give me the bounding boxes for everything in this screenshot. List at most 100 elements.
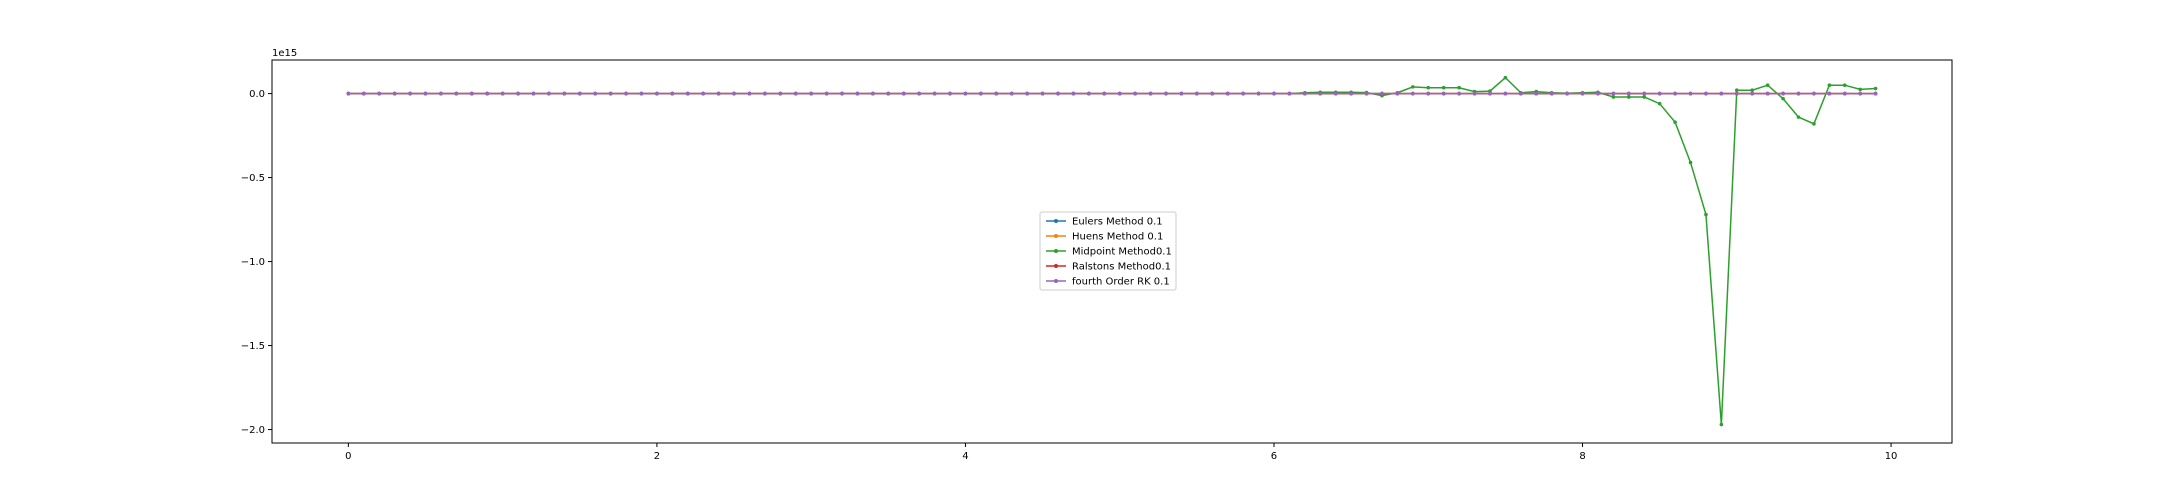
data-point bbox=[1812, 122, 1816, 126]
data-point bbox=[1842, 91, 1847, 96]
data-point bbox=[1519, 91, 1523, 96]
legend-marker bbox=[1054, 219, 1058, 223]
data-point bbox=[1364, 91, 1369, 96]
data-point bbox=[1133, 91, 1137, 96]
y-tick-label: 0.0 bbox=[249, 89, 265, 100]
data-point bbox=[1287, 91, 1292, 96]
data-point bbox=[1842, 83, 1847, 87]
data-point bbox=[793, 91, 798, 96]
data-point bbox=[1225, 91, 1230, 96]
data-point bbox=[948, 91, 952, 96]
data-point bbox=[1596, 91, 1600, 96]
data-point bbox=[886, 91, 891, 96]
data-point bbox=[1411, 91, 1415, 96]
data-point bbox=[840, 91, 844, 96]
data-point bbox=[1426, 91, 1431, 96]
data-point bbox=[1580, 91, 1585, 96]
legend-label: fourth Order RK 0.1 bbox=[1072, 277, 1170, 288]
legend-marker bbox=[1054, 264, 1058, 268]
data-point bbox=[747, 91, 752, 96]
series-rk4 bbox=[346, 91, 1878, 96]
legend-marker bbox=[1054, 234, 1058, 238]
data-point bbox=[346, 91, 351, 96]
data-point bbox=[1457, 91, 1461, 96]
data-point bbox=[577, 91, 582, 96]
data-point bbox=[454, 91, 459, 96]
data-point bbox=[1858, 91, 1863, 96]
data-point bbox=[963, 91, 968, 96]
legend-label: Eulers Method 0.1 bbox=[1072, 217, 1163, 228]
data-point bbox=[994, 91, 999, 96]
data-point bbox=[1734, 88, 1739, 93]
data-point bbox=[1256, 91, 1261, 96]
data-point bbox=[1272, 91, 1276, 96]
x-tick-label: 6 bbox=[1271, 451, 1277, 462]
data-point bbox=[1472, 91, 1477, 96]
data-point bbox=[1503, 75, 1508, 80]
data-point bbox=[1750, 88, 1755, 93]
data-point bbox=[1179, 91, 1184, 96]
data-point bbox=[716, 91, 721, 96]
data-point bbox=[408, 91, 412, 96]
data-point bbox=[871, 91, 875, 96]
data-point bbox=[1009, 91, 1014, 96]
data-point bbox=[1734, 91, 1739, 96]
data-point bbox=[1303, 91, 1307, 96]
data-point bbox=[1071, 91, 1076, 96]
data-point bbox=[1611, 91, 1616, 96]
data-point bbox=[1796, 115, 1801, 119]
data-point bbox=[392, 91, 397, 96]
data-point bbox=[932, 91, 937, 96]
data-point bbox=[1704, 212, 1708, 217]
data-point bbox=[1611, 95, 1616, 99]
data-point bbox=[1040, 91, 1045, 96]
data-point bbox=[1765, 83, 1770, 87]
data-point bbox=[1056, 91, 1060, 96]
data-point bbox=[531, 91, 536, 96]
data-point bbox=[1488, 91, 1492, 96]
data-point bbox=[1549, 91, 1554, 96]
data-point bbox=[624, 91, 628, 96]
data-point bbox=[1395, 91, 1400, 96]
data-point bbox=[979, 91, 983, 96]
data-point bbox=[1503, 91, 1508, 96]
legend: Eulers Method 0.1 Huens Method 0.1 Midpoin… bbox=[1039, 211, 1177, 291]
data-point bbox=[1673, 120, 1677, 124]
data-point bbox=[1688, 160, 1693, 165]
data-point bbox=[1087, 91, 1091, 96]
legend-label: Ralstons Method0.1 bbox=[1072, 262, 1171, 273]
data-point bbox=[1750, 91, 1755, 96]
data-point bbox=[778, 91, 783, 96]
y-tick-label: −1.5 bbox=[241, 341, 265, 352]
data-point bbox=[701, 91, 705, 96]
x-tick-label: 0 bbox=[345, 451, 351, 462]
data-point bbox=[763, 91, 767, 96]
data-point bbox=[516, 91, 520, 96]
data-point bbox=[423, 91, 428, 96]
x-tick-label: 8 bbox=[1579, 451, 1585, 462]
data-point bbox=[377, 91, 382, 96]
data-point bbox=[1657, 91, 1662, 96]
data-point bbox=[1488, 89, 1492, 93]
data-point bbox=[1025, 91, 1029, 96]
data-point bbox=[1704, 91, 1708, 96]
data-point bbox=[1565, 91, 1569, 96]
data-point bbox=[1534, 91, 1539, 96]
data-point bbox=[809, 91, 813, 96]
data-point bbox=[593, 91, 597, 96]
y-tick-label: −0.5 bbox=[241, 173, 265, 184]
x-tick-label: 2 bbox=[654, 451, 660, 462]
data-point bbox=[608, 91, 613, 96]
data-point bbox=[1426, 85, 1431, 90]
data-point bbox=[1827, 83, 1832, 87]
data-point bbox=[685, 91, 690, 96]
data-point bbox=[1441, 85, 1446, 90]
data-point bbox=[1411, 85, 1415, 89]
data-point bbox=[1765, 91, 1770, 96]
data-point bbox=[485, 91, 490, 96]
data-point bbox=[1441, 91, 1446, 96]
data-point bbox=[1318, 91, 1323, 96]
x-tick-label: 10 bbox=[1885, 451, 1898, 462]
data-point bbox=[1349, 91, 1353, 96]
data-point bbox=[1719, 422, 1724, 427]
